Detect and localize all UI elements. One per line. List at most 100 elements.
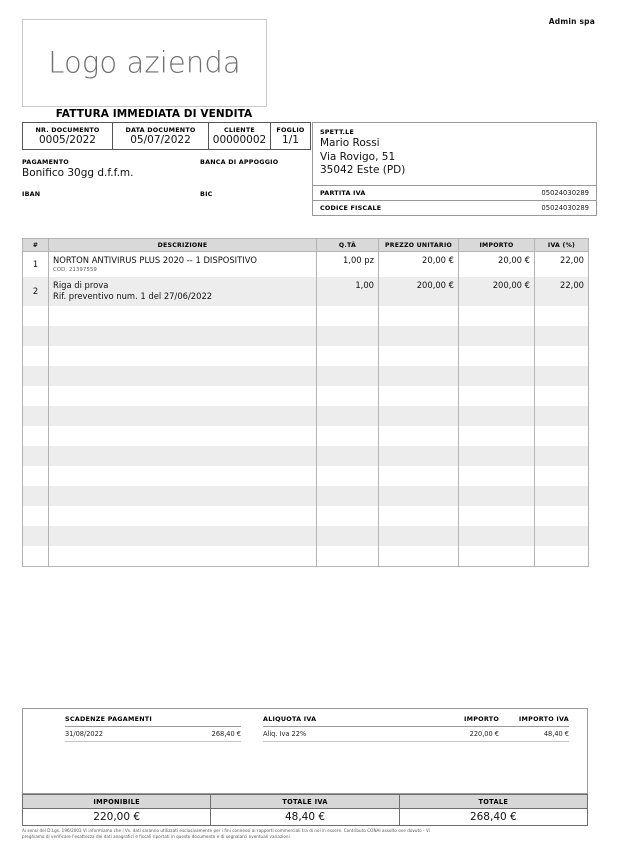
totals-value-taxable: 220,00 €	[21, 808, 212, 826]
cell-quantity: 1,00 pz	[316, 251, 379, 277]
column-header-amount: IMPORTO	[458, 238, 535, 252]
document-masthead: Admin spa Logo azienda	[0, 0, 619, 118]
cell-vat: 22,00	[534, 277, 589, 306]
document-meta-table: NR. DOCUMENTO 0005/2022 DATA DOCUMENTO 0…	[22, 122, 311, 150]
totals-header-taxable: IMPONIBILE	[21, 794, 212, 809]
cell-amount: 200,00 €	[458, 277, 535, 306]
recipient-street: Via Rovigo, 51	[320, 150, 396, 163]
table-row-empty	[22, 446, 589, 466]
vat-amount-header: IMPORTO IVA	[518, 715, 569, 723]
totals-value-total: 268,40 €	[398, 808, 589, 826]
vat-number-value: 05024030289	[541, 188, 589, 197]
iban-group: IBAN	[22, 190, 192, 199]
column-header-index: #	[22, 238, 49, 252]
cell-description: Riga di prova Rif. preventivo num. 1 del …	[48, 277, 317, 306]
cell-index: 1	[22, 251, 49, 277]
payment-schedule-header: SCADENZE PAGAMENTI	[65, 715, 241, 727]
iban-label: IBAN	[22, 190, 41, 198]
company-logo-placeholder: Logo azienda	[22, 19, 267, 107]
table-row: 2 Riga di prova Rif. preventivo num. 1 del…	[22, 277, 589, 306]
table-row-empty	[22, 326, 589, 346]
vat-taxable-value: 220,00 €	[469, 730, 499, 738]
payment-method-value: Bonifico 30gg d.f.f.m.	[22, 167, 134, 179]
meta-value-cliente: 00000002	[212, 134, 267, 146]
cell-description-code: COD. 21397559	[53, 267, 98, 273]
line-items-table: # DESCRIZIONE Q.TÀ PREZZO UNITARIO IMPOR…	[22, 238, 589, 567]
cell-amount: 20,00 €	[458, 251, 535, 277]
cell-unit-price: 20,00 €	[378, 251, 459, 277]
payment-schedule-row: 31/08/2022 268,40 €	[65, 727, 241, 742]
vat-rate-header: ALIQUOTA IVA	[263, 715, 317, 723]
table-row-empty	[22, 526, 589, 546]
table-row-empty	[22, 466, 589, 486]
payment-method-label: PAGAMENTO	[22, 158, 69, 166]
vat-amount-value: 48,40 €	[543, 730, 569, 738]
fiscal-code-value: 05024030289	[541, 203, 589, 212]
bank-group: BANCA DI APPOGGIO	[200, 158, 310, 167]
vat-taxable-header: IMPORTO	[463, 715, 499, 723]
cell-description-main: Riga di prova	[53, 280, 109, 290]
cell-description: NORTON ANTIVIRUS PLUS 2020 -- 1 DISPOSIT…	[48, 251, 317, 277]
cell-vat: 22,00	[534, 251, 589, 277]
cell-description-main: NORTON ANTIVIRUS PLUS 2020 -- 1 DISPOSIT…	[53, 255, 257, 265]
table-row-empty	[22, 406, 589, 426]
recipient-vat-row: PARTITA IVA 05024030289	[313, 184, 596, 200]
payment-schedule-section: SCADENZE PAGAMENTI 31/08/2022 268,40 €	[65, 715, 241, 742]
meta-value-data-documento: 05/07/2022	[130, 134, 191, 146]
legal-line-2: preghiamo di verificare l'esattezza dei …	[22, 834, 290, 839]
table-row-empty	[22, 346, 589, 366]
table-row-empty	[22, 386, 589, 406]
meta-header-foglio: FOGLIO	[276, 126, 305, 134]
document-title: FATTURA IMMEDIATA DI VENDITA	[55, 108, 253, 120]
table-row: 1 NORTON ANTIVIRUS PLUS 2020 -- 1 DISPOSI…	[22, 251, 589, 277]
totals-table: IMPONIBILE TOTALE IVA TOTALE 220,00 € 48…	[21, 794, 589, 826]
table-row-empty	[22, 486, 589, 506]
line-items-header: # DESCRIZIONE Q.TÀ PREZZO UNITARIO IMPOR…	[22, 238, 589, 252]
meta-value-nr-documento: 0005/2022	[39, 134, 96, 146]
cell-unit-price: 200,00 €	[378, 277, 459, 306]
meta-value-foglio: 1/1	[282, 134, 299, 146]
recipient-label: SPETT.LE	[320, 128, 355, 136]
cell-index: 2	[22, 277, 49, 306]
bic-group: BIC	[200, 190, 310, 199]
meta-header-data-documento: DATA DOCUMENTO	[125, 126, 196, 134]
line-items-body: 1 NORTON ANTIVIRUS PLUS 2020 -- 1 DISPOSI…	[22, 251, 589, 567]
vat-breakdown-section: ALIQUOTA IVA IMPORTO IMPORTO IVA Aliq. I…	[263, 715, 569, 742]
cell-quantity: 1,00	[316, 277, 379, 306]
table-row-empty	[22, 506, 589, 526]
column-header-description: DESCRIZIONE	[48, 238, 317, 252]
legal-line-1: Ai sensi del D.Lgs. 196/2003 Vi informia…	[22, 828, 430, 833]
summary-box: SCADENZE PAGAMENTI 31/08/2022 268,40 € A…	[22, 708, 588, 794]
table-row-empty	[22, 426, 589, 446]
recipient-fiscal-code-row: CODICE FISCALE 05024030289	[313, 199, 596, 215]
recipient-box: SPETT.LE Mario Rossi Via Rovigo, 51 3504…	[312, 122, 597, 216]
recipient-city: 35042 Este (PD)	[320, 164, 406, 176]
vat-breakdown-header: ALIQUOTA IVA IMPORTO IMPORTO IVA	[263, 715, 569, 727]
meta-header-row: NR. DOCUMENTO 0005/2022 DATA DOCUMENTO 0…	[22, 122, 311, 150]
cell-description-note: Rif. preventivo num. 1 del 27/06/2022	[53, 291, 213, 301]
vat-rate-value: Aliq. Iva 22%	[263, 730, 307, 738]
payment-method-group: PAGAMENTO Bonifico 30gg d.f.f.m.	[22, 158, 192, 179]
legal-disclaimer: Ai sensi del D.Lgs. 196/2003 Vi informia…	[22, 828, 602, 840]
recipient-address-block: SPETT.LE Mario Rossi Via Rovigo, 51 3504…	[313, 123, 596, 185]
meta-header-nr-documento: NR. DOCUMENTO	[35, 126, 100, 134]
table-row-empty	[22, 366, 589, 386]
totals-value-row: 220,00 € 48,40 € 268,40 €	[21, 808, 589, 826]
totals-header-total: TOTALE	[398, 794, 589, 809]
totals-header-row: IMPONIBILE TOTALE IVA TOTALE	[21, 794, 589, 809]
vat-number-label: PARTITA IVA	[320, 188, 366, 197]
totals-value-vat: 48,40 €	[210, 808, 400, 826]
column-header-unit-price: PREZZO UNITARIO	[378, 238, 459, 252]
recipient-name: Mario Rossi	[320, 137, 380, 149]
vat-breakdown-row: Aliq. Iva 22% 220,00 € 48,40 €	[263, 727, 569, 742]
fiscal-code-label: CODICE FISCALE	[320, 203, 382, 212]
payment-schedule-title: SCADENZE PAGAMENTI	[65, 715, 153, 723]
payment-schedule-date: 31/08/2022	[65, 730, 104, 738]
meta-header-cliente: CLIENTE	[224, 126, 255, 134]
bic-label: BIC	[200, 190, 213, 198]
column-header-vat: IVA (%)	[534, 238, 589, 252]
bank-label: BANCA DI APPOGGIO	[200, 158, 279, 166]
payment-schedule-amount: 268,40 €	[211, 730, 241, 738]
table-row-empty	[22, 546, 589, 567]
totals-header-vat: TOTALE IVA	[210, 794, 400, 809]
